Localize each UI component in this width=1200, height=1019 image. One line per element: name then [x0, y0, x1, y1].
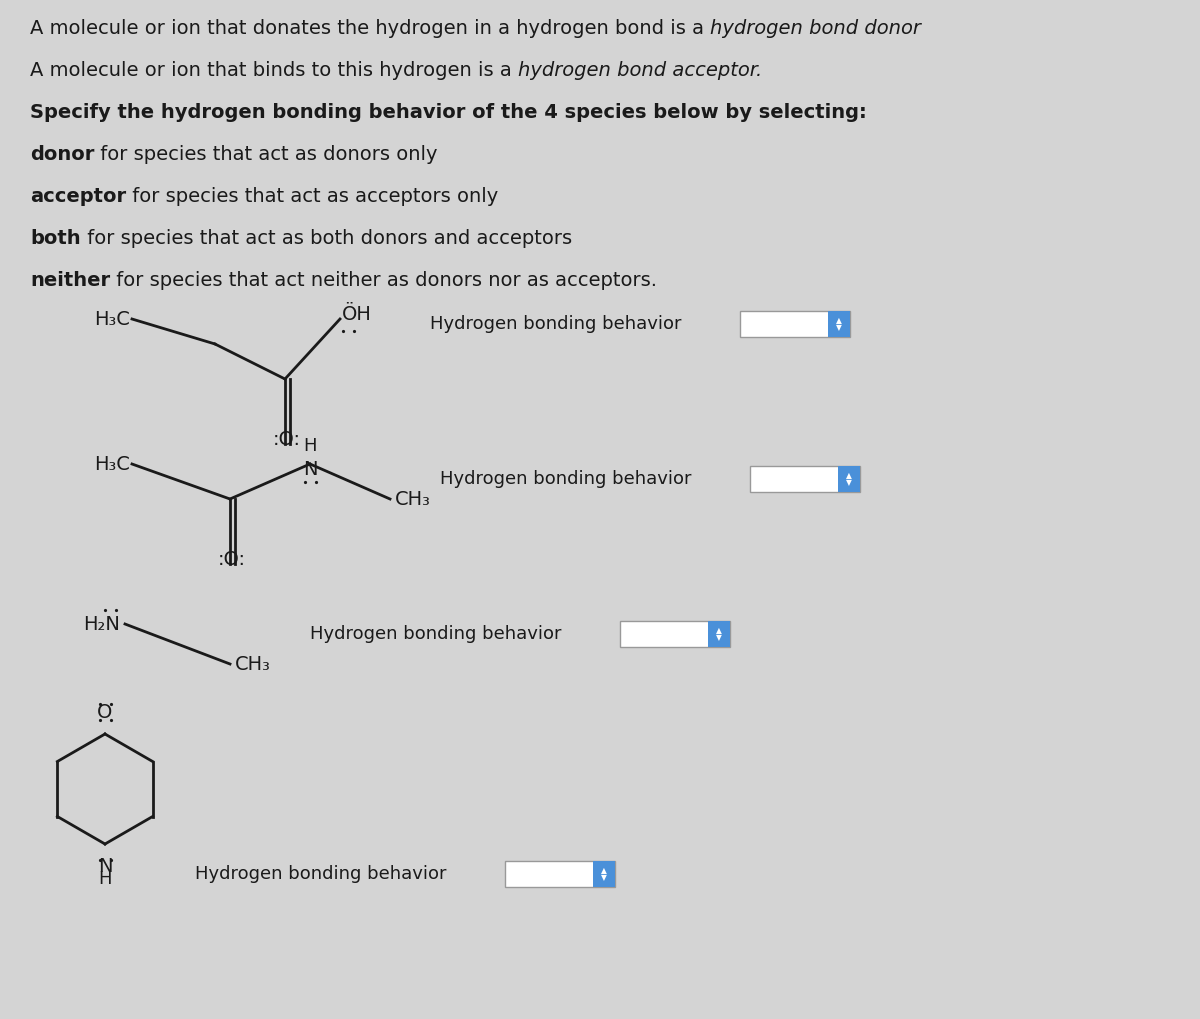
Text: ▼: ▼ [601, 873, 607, 882]
Text: acceptor: acceptor [30, 187, 126, 206]
FancyBboxPatch shape [750, 466, 860, 492]
Text: ▲: ▲ [716, 627, 722, 636]
FancyBboxPatch shape [708, 621, 730, 647]
Text: ÖH: ÖH [342, 305, 372, 323]
Text: ▼: ▼ [846, 479, 852, 487]
Text: O: O [97, 702, 113, 721]
FancyBboxPatch shape [838, 466, 860, 492]
Text: N: N [97, 857, 113, 875]
Text: ▼: ▼ [836, 323, 842, 332]
Text: ▲: ▲ [836, 317, 842, 325]
FancyBboxPatch shape [828, 311, 850, 337]
Text: for species that act as acceptors only: for species that act as acceptors only [126, 187, 498, 206]
Text: hydrogen bond donor: hydrogen bond donor [710, 19, 922, 38]
Text: CH₃: CH₃ [395, 489, 431, 508]
FancyBboxPatch shape [593, 861, 616, 887]
Text: H₃C: H₃C [94, 454, 130, 474]
Text: hydrogen bond acceptor.: hydrogen bond acceptor. [518, 61, 762, 81]
Text: A molecule or ion that donates the hydrogen in a hydrogen bond is a: A molecule or ion that donates the hydro… [30, 19, 710, 38]
FancyBboxPatch shape [505, 861, 616, 887]
Text: donor: donor [30, 145, 95, 164]
Text: :O:: :O: [274, 430, 301, 449]
Text: H: H [304, 437, 317, 455]
Text: for species that act as both donors and acceptors: for species that act as both donors and … [80, 229, 571, 248]
Text: ▼: ▼ [716, 634, 722, 643]
Text: ▲: ▲ [846, 472, 852, 481]
Text: neither: neither [30, 271, 110, 290]
Text: H: H [98, 870, 112, 888]
Text: H₃C: H₃C [94, 310, 130, 328]
Text: for species that act as donors only: for species that act as donors only [95, 145, 438, 164]
FancyBboxPatch shape [620, 621, 730, 647]
Text: Hydrogen bonding behavior: Hydrogen bonding behavior [440, 470, 691, 488]
FancyBboxPatch shape [740, 311, 850, 337]
Text: Specify the hydrogen bonding behavior of the 4 species below by selecting:: Specify the hydrogen bonding behavior of… [30, 103, 866, 122]
Text: ▲: ▲ [601, 866, 607, 875]
Text: N: N [302, 460, 317, 479]
Text: :O:: :O: [218, 550, 246, 569]
Text: CH₃: CH₃ [235, 654, 271, 674]
Text: Hydrogen bonding behavior: Hydrogen bonding behavior [430, 315, 682, 333]
Text: H₂N: H₂N [83, 614, 120, 634]
Text: A molecule or ion that binds to this hydrogen is a: A molecule or ion that binds to this hyd… [30, 61, 518, 81]
Text: for species that act neither as donors nor as acceptors.: for species that act neither as donors n… [110, 271, 658, 290]
Text: Hydrogen bonding behavior: Hydrogen bonding behavior [310, 625, 562, 643]
Text: Hydrogen bonding behavior: Hydrogen bonding behavior [194, 865, 446, 883]
Text: both: both [30, 229, 80, 248]
